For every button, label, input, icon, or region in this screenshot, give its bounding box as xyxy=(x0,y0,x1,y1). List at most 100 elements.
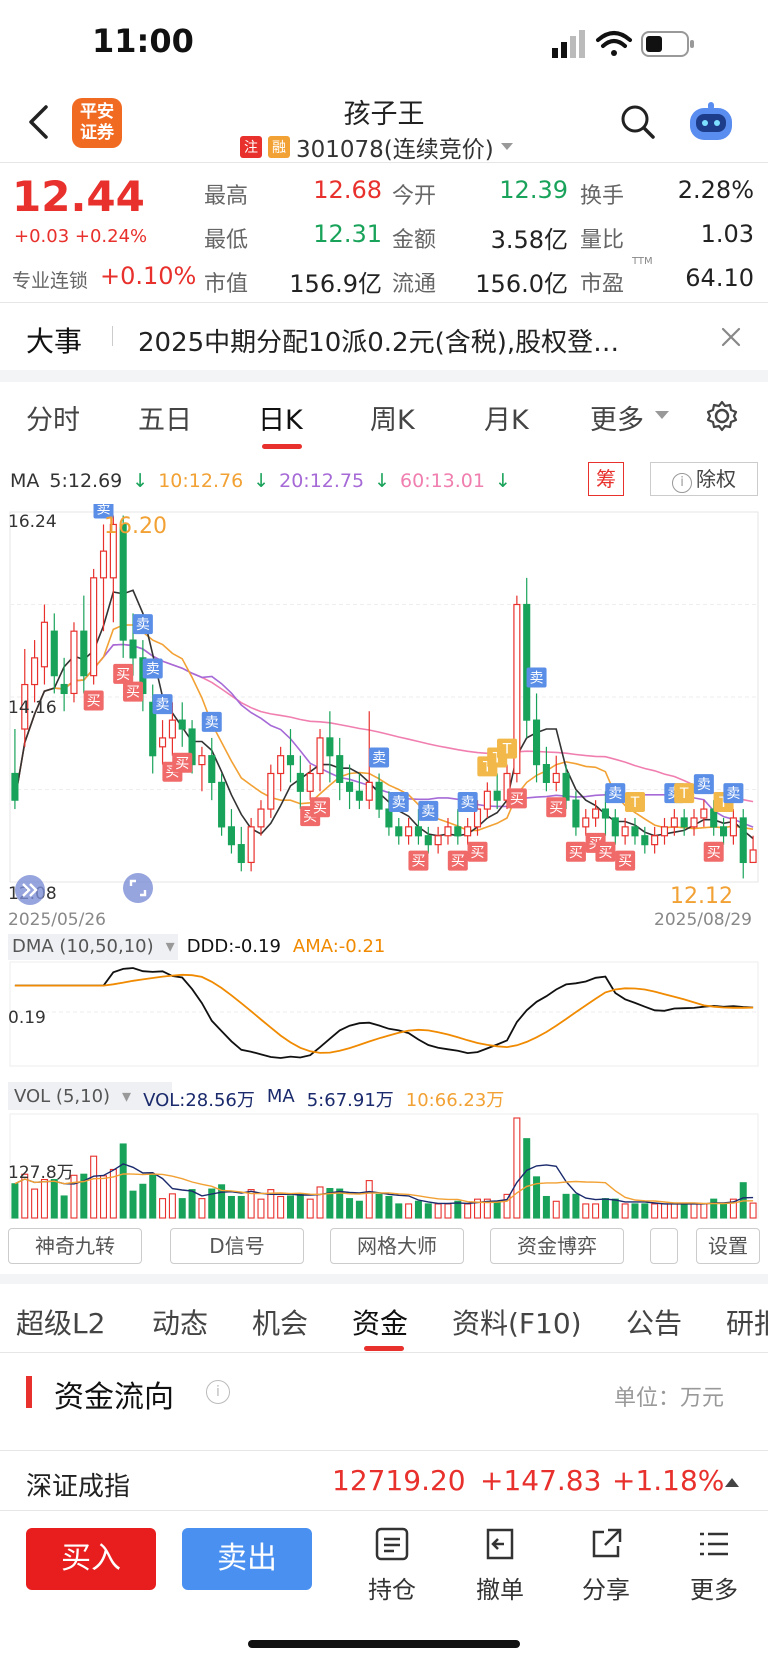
tab-f10[interactable]: 资料(F10) xyxy=(452,1307,582,1340)
buy-signal-marker: 买 xyxy=(546,797,567,818)
candle xyxy=(739,809,747,879)
svg-text:T: T xyxy=(482,759,492,775)
volume-bar xyxy=(690,1203,698,1219)
info-icon[interactable]: i xyxy=(206,1380,230,1404)
buy-button[interactable]: 买入 xyxy=(26,1528,156,1590)
buy-signal-marker: 买 xyxy=(172,752,193,773)
tab-announcements[interactable]: 公告 xyxy=(626,1307,683,1340)
more-label[interactable]: 更多 xyxy=(690,1576,738,1604)
settings-icon[interactable] xyxy=(706,400,738,432)
volume-bar xyxy=(90,1155,98,1219)
tool-d-signal[interactable]: D信号 xyxy=(170,1228,304,1264)
candle xyxy=(611,809,619,845)
volume-bar xyxy=(119,1143,127,1219)
ma10-value: 10:12.76 xyxy=(158,470,244,492)
volume-bar xyxy=(710,1198,718,1219)
svg-text:T: T xyxy=(630,795,640,811)
volume-bar xyxy=(454,1200,462,1219)
tab-opportunities[interactable]: 机会 xyxy=(252,1307,309,1340)
volume-bar xyxy=(149,1174,157,1219)
sell-signal-marker: 卖 xyxy=(369,747,390,768)
tool-magic-nine[interactable]: 神奇九转 xyxy=(8,1228,142,1264)
sell-signal-marker: 卖 xyxy=(605,783,626,804)
dma-selector[interactable]: DMA (10,50,10) xyxy=(12,936,154,957)
news-headline[interactable]: 2025中期分配10派0.2元(含税),股权登… xyxy=(138,328,620,358)
candlestick-chart[interactable]: 卖买买买卖卖卖买买卖买买卖卖买卖买卖买TTT买卖买买买买卖买T卖T卖买T卖 xyxy=(0,504,768,934)
svg-text:卖: 卖 xyxy=(146,662,160,678)
share-label[interactable]: 分享 xyxy=(582,1576,630,1604)
robot-assistant-icon[interactable] xyxy=(686,100,736,144)
tab-more[interactable]: 更多 xyxy=(590,405,644,436)
volume-bar xyxy=(31,1188,39,1219)
dma-y-label: 0.19 xyxy=(8,1008,46,1028)
candle xyxy=(749,835,757,864)
volume-bar xyxy=(267,1189,275,1219)
vol-selector[interactable]: VOL (5,10) xyxy=(14,1086,111,1107)
tab-weekly-k[interactable]: 周K xyxy=(370,405,415,436)
volume-bar xyxy=(218,1184,226,1219)
min-price-label: 12.12 xyxy=(670,884,733,909)
stat-value-float-cap: 156.0亿 xyxy=(475,270,568,298)
candle xyxy=(109,515,117,623)
ma20-value: 20:12.75 xyxy=(279,470,365,492)
volume-bar xyxy=(601,1198,609,1219)
close-icon[interactable] xyxy=(720,326,742,348)
candle xyxy=(267,764,275,818)
search-icon[interactable] xyxy=(620,104,656,140)
price-change: +0.03 +0.24% xyxy=(14,226,148,247)
dma-legend: DMA (10,50,10) ▾ DDD:-0.19 AMA:-0.21 xyxy=(12,936,386,957)
share-icon[interactable] xyxy=(588,1526,624,1562)
current-price: 12.44 xyxy=(12,172,145,221)
tab-funds[interactable]: 资金 xyxy=(352,1307,409,1340)
ex-rights-button[interactable]: i 除权 xyxy=(650,462,758,496)
tool-extra[interactable] xyxy=(650,1228,678,1264)
candle xyxy=(70,622,78,703)
tab-super-l2[interactable]: 超级L2 xyxy=(16,1307,106,1340)
tab-research[interactable]: 研报 xyxy=(726,1307,768,1340)
tool-fund-game[interactable]: 资金博弈 xyxy=(490,1228,624,1264)
cancel-order-icon[interactable] xyxy=(480,1526,518,1562)
more-menu-icon[interactable] xyxy=(696,1526,732,1562)
tab-dynamics[interactable]: 动态 xyxy=(152,1307,209,1340)
volume-bar xyxy=(405,1203,413,1219)
index-change: +147.83 xyxy=(480,1464,602,1497)
positions-label[interactable]: 持仓 xyxy=(368,1576,416,1604)
candle xyxy=(11,729,19,810)
chevron-up-icon[interactable] xyxy=(724,1476,740,1488)
svg-text:T: T xyxy=(492,750,502,766)
volume-bar xyxy=(592,1203,600,1219)
tab-five-day[interactable]: 五日 xyxy=(138,405,192,436)
volume-bar xyxy=(227,1195,235,1219)
back-icon[interactable] xyxy=(26,104,50,140)
ma-label[interactable]: MA xyxy=(10,470,40,492)
buy-signal-marker: 买 xyxy=(615,850,636,871)
chip-distribution-button[interactable]: 筹 xyxy=(588,462,624,496)
volume-bar xyxy=(385,1195,393,1219)
svg-text:T: T xyxy=(502,742,512,758)
tag-rong: 融 xyxy=(268,136,290,158)
volume-bar xyxy=(414,1200,422,1219)
ddd-value: DDD:-0.19 xyxy=(186,936,281,957)
expand-left-icon[interactable] xyxy=(14,874,46,906)
tab-intraday[interactable]: 分时 xyxy=(26,405,80,436)
volume-bar xyxy=(700,1203,708,1219)
tab-monthly-k[interactable]: 月K xyxy=(484,405,529,436)
cancel-order-label[interactable]: 撤单 xyxy=(476,1576,524,1604)
candle xyxy=(247,817,255,872)
svg-text:卖: 卖 xyxy=(726,786,740,802)
sell-signal-marker: 卖 xyxy=(388,791,409,812)
svg-text:买: 买 xyxy=(569,845,583,861)
volume-bar xyxy=(178,1198,186,1219)
svg-text:卖: 卖 xyxy=(372,750,386,766)
volume-bar xyxy=(70,1174,78,1219)
tool-settings[interactable]: 设置 xyxy=(696,1228,760,1264)
positions-icon[interactable] xyxy=(374,1526,410,1562)
sell-button[interactable]: 卖出 xyxy=(182,1528,312,1590)
stat-label-float-cap: 流通 xyxy=(392,272,437,297)
tab-daily-k[interactable]: 日K xyxy=(258,405,303,436)
tool-grid-master[interactable]: 网格大师 xyxy=(330,1228,464,1264)
stock-code-selector[interactable]: 注 融 301078(连续竞价) xyxy=(240,130,514,164)
fullscreen-icon[interactable] xyxy=(122,872,154,904)
buy-signal-marker: 买 xyxy=(310,797,331,818)
info-icon: i xyxy=(672,473,692,493)
